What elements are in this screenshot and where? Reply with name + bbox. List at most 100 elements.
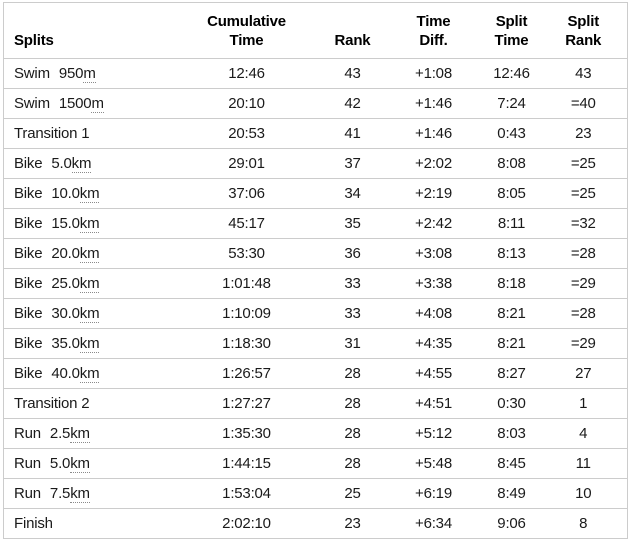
splits-table-container: Splits Cumulative Time Rank Time Diff. S… [3, 2, 628, 539]
time-diff-cell: +5:48 [383, 448, 484, 479]
table-row: Swim 1500m 20:10 42 +1:46 7:24 =40 [3, 88, 628, 119]
split-time-cell: 8:05 [483, 178, 540, 209]
cumulative-time-cell: 20:10 [171, 88, 322, 119]
table-row: Bike 40.0km 1:26:57 28 +4:55 8:27 27 [3, 358, 628, 389]
header-line: Time [416, 13, 451, 30]
time-diff-cell: +1:08 [383, 58, 484, 89]
header-line: Time [229, 32, 264, 49]
split-rank-cell: 11 [539, 448, 628, 479]
table-row: Transition 2 1:27:27 28 +4:51 0:30 1 [3, 388, 628, 419]
split-distance: 20.0 [51, 245, 80, 262]
split-rank-cell: 4 [539, 418, 628, 449]
split-time-cell: 0:43 [483, 118, 540, 149]
split-distance: 25.0 [51, 275, 80, 292]
split-unit: km [70, 425, 90, 443]
time-diff-cell: +4:51 [383, 388, 484, 419]
split-rank-cell: =29 [539, 268, 628, 299]
time-diff-cell: +6:19 [383, 478, 484, 509]
column-header-splits: Splits [3, 2, 172, 59]
splits-cell: Transition 1 [3, 118, 172, 149]
split-rank-cell: =32 [539, 208, 628, 239]
table-row: Run 5.0km 1:44:15 28 +5:48 8:45 11 [3, 448, 628, 479]
split-time-cell: 8:21 [483, 328, 540, 359]
split-label: Transition 1 [14, 125, 90, 142]
rank-cell: 33 [321, 298, 384, 329]
time-diff-cell: +6:34 [383, 508, 484, 539]
split-distance: 2.5 [49, 425, 71, 442]
cumulative-time-cell: 2:02:10 [171, 508, 322, 539]
splits-cell: Bike 5.0km [3, 148, 172, 179]
split-time-cell: 8:45 [483, 448, 540, 479]
column-header-split-time: Split Time [483, 2, 540, 59]
time-diff-cell: +4:35 [383, 328, 484, 359]
split-label: Finish [14, 515, 53, 532]
split-unit: km [70, 485, 90, 503]
table-row: Finish 2:02:10 23 +6:34 9:06 8 [3, 508, 628, 539]
split-unit: km [79, 245, 100, 263]
split-rank-cell: =28 [539, 238, 628, 269]
split-unit: km [71, 155, 92, 173]
split-label: Run [14, 425, 41, 442]
split-distance: 5.0 [51, 155, 72, 172]
split-label: Bike [14, 305, 43, 322]
table-row: Bike 30.0km 1:10:09 33 +4:08 8:21 =28 [3, 298, 628, 329]
split-rank-cell: =29 [539, 328, 628, 359]
cumulative-time-cell: 45:17 [171, 208, 322, 239]
table-row: Run 2.5km 1:35:30 28 +5:12 8:03 4 [3, 418, 628, 449]
split-distance: 7.5 [49, 485, 71, 502]
split-rank-cell: 8 [539, 508, 628, 539]
time-diff-cell: +1:46 [383, 88, 484, 119]
time-diff-cell: +4:55 [383, 358, 484, 389]
rank-cell: 31 [321, 328, 384, 359]
split-unit: m [91, 95, 104, 113]
split-unit: km [79, 275, 100, 293]
time-diff-cell: +2:19 [383, 178, 484, 209]
table-row: Swim 950m 12:46 43 +1:08 12:46 43 [3, 58, 628, 89]
cumulative-time-cell: 37:06 [171, 178, 322, 209]
split-label: Swim [14, 95, 50, 112]
header-line: Split [567, 13, 600, 30]
table-row: Bike 15.0km 45:17 35 +2:42 8:11 =32 [3, 208, 628, 239]
column-header-rank: Rank [321, 2, 384, 59]
time-diff-cell: +3:38 [383, 268, 484, 299]
split-time-cell: 8:03 [483, 418, 540, 449]
rank-cell: 35 [321, 208, 384, 239]
split-time-cell: 8:13 [483, 238, 540, 269]
split-distance: 15.0 [51, 215, 80, 232]
rank-cell: 37 [321, 148, 384, 179]
split-time-cell: 0:30 [483, 388, 540, 419]
column-header-time-diff: Time Diff. [383, 2, 484, 59]
split-time-cell: 8:27 [483, 358, 540, 389]
splits-cell: Bike 35.0km [3, 328, 172, 359]
split-unit: km [79, 305, 100, 323]
split-distance: 10.0 [51, 185, 80, 202]
column-header-cumulative-time: Cumulative Time [171, 2, 322, 59]
cumulative-time-cell: 1:53:04 [171, 478, 322, 509]
split-label: Bike [14, 335, 43, 352]
rank-cell: 41 [321, 118, 384, 149]
splits-cell: Run 5.0km [3, 448, 172, 479]
split-label: Bike [14, 185, 43, 202]
split-time-cell: 8:11 [483, 208, 540, 239]
rank-cell: 28 [321, 448, 384, 479]
cumulative-time-cell: 1:10:09 [171, 298, 322, 329]
split-rank-cell: 27 [539, 358, 628, 389]
table-row: Run 7.5km 1:53:04 25 +6:19 8:49 10 [3, 478, 628, 509]
splits-cell: Bike 15.0km [3, 208, 172, 239]
splits-cell: Swim 950m [3, 58, 172, 89]
header-line: Split [495, 13, 528, 30]
table-row: Bike 35.0km 1:18:30 31 +4:35 8:21 =29 [3, 328, 628, 359]
split-rank-cell: =28 [539, 298, 628, 329]
header-line: Diff. [419, 32, 448, 49]
split-label: Transition 2 [14, 395, 90, 412]
cumulative-time-cell: 1:26:57 [171, 358, 322, 389]
split-unit: km [79, 335, 100, 353]
split-time-cell: 8:21 [483, 298, 540, 329]
splits-cell: Bike 30.0km [3, 298, 172, 329]
split-label: Bike [14, 245, 43, 262]
splits-cell: Bike 10.0km [3, 178, 172, 209]
time-diff-cell: +2:02 [383, 148, 484, 179]
split-unit: m [83, 65, 96, 83]
cumulative-time-cell: 20:53 [171, 118, 322, 149]
split-time-cell: 9:06 [483, 508, 540, 539]
